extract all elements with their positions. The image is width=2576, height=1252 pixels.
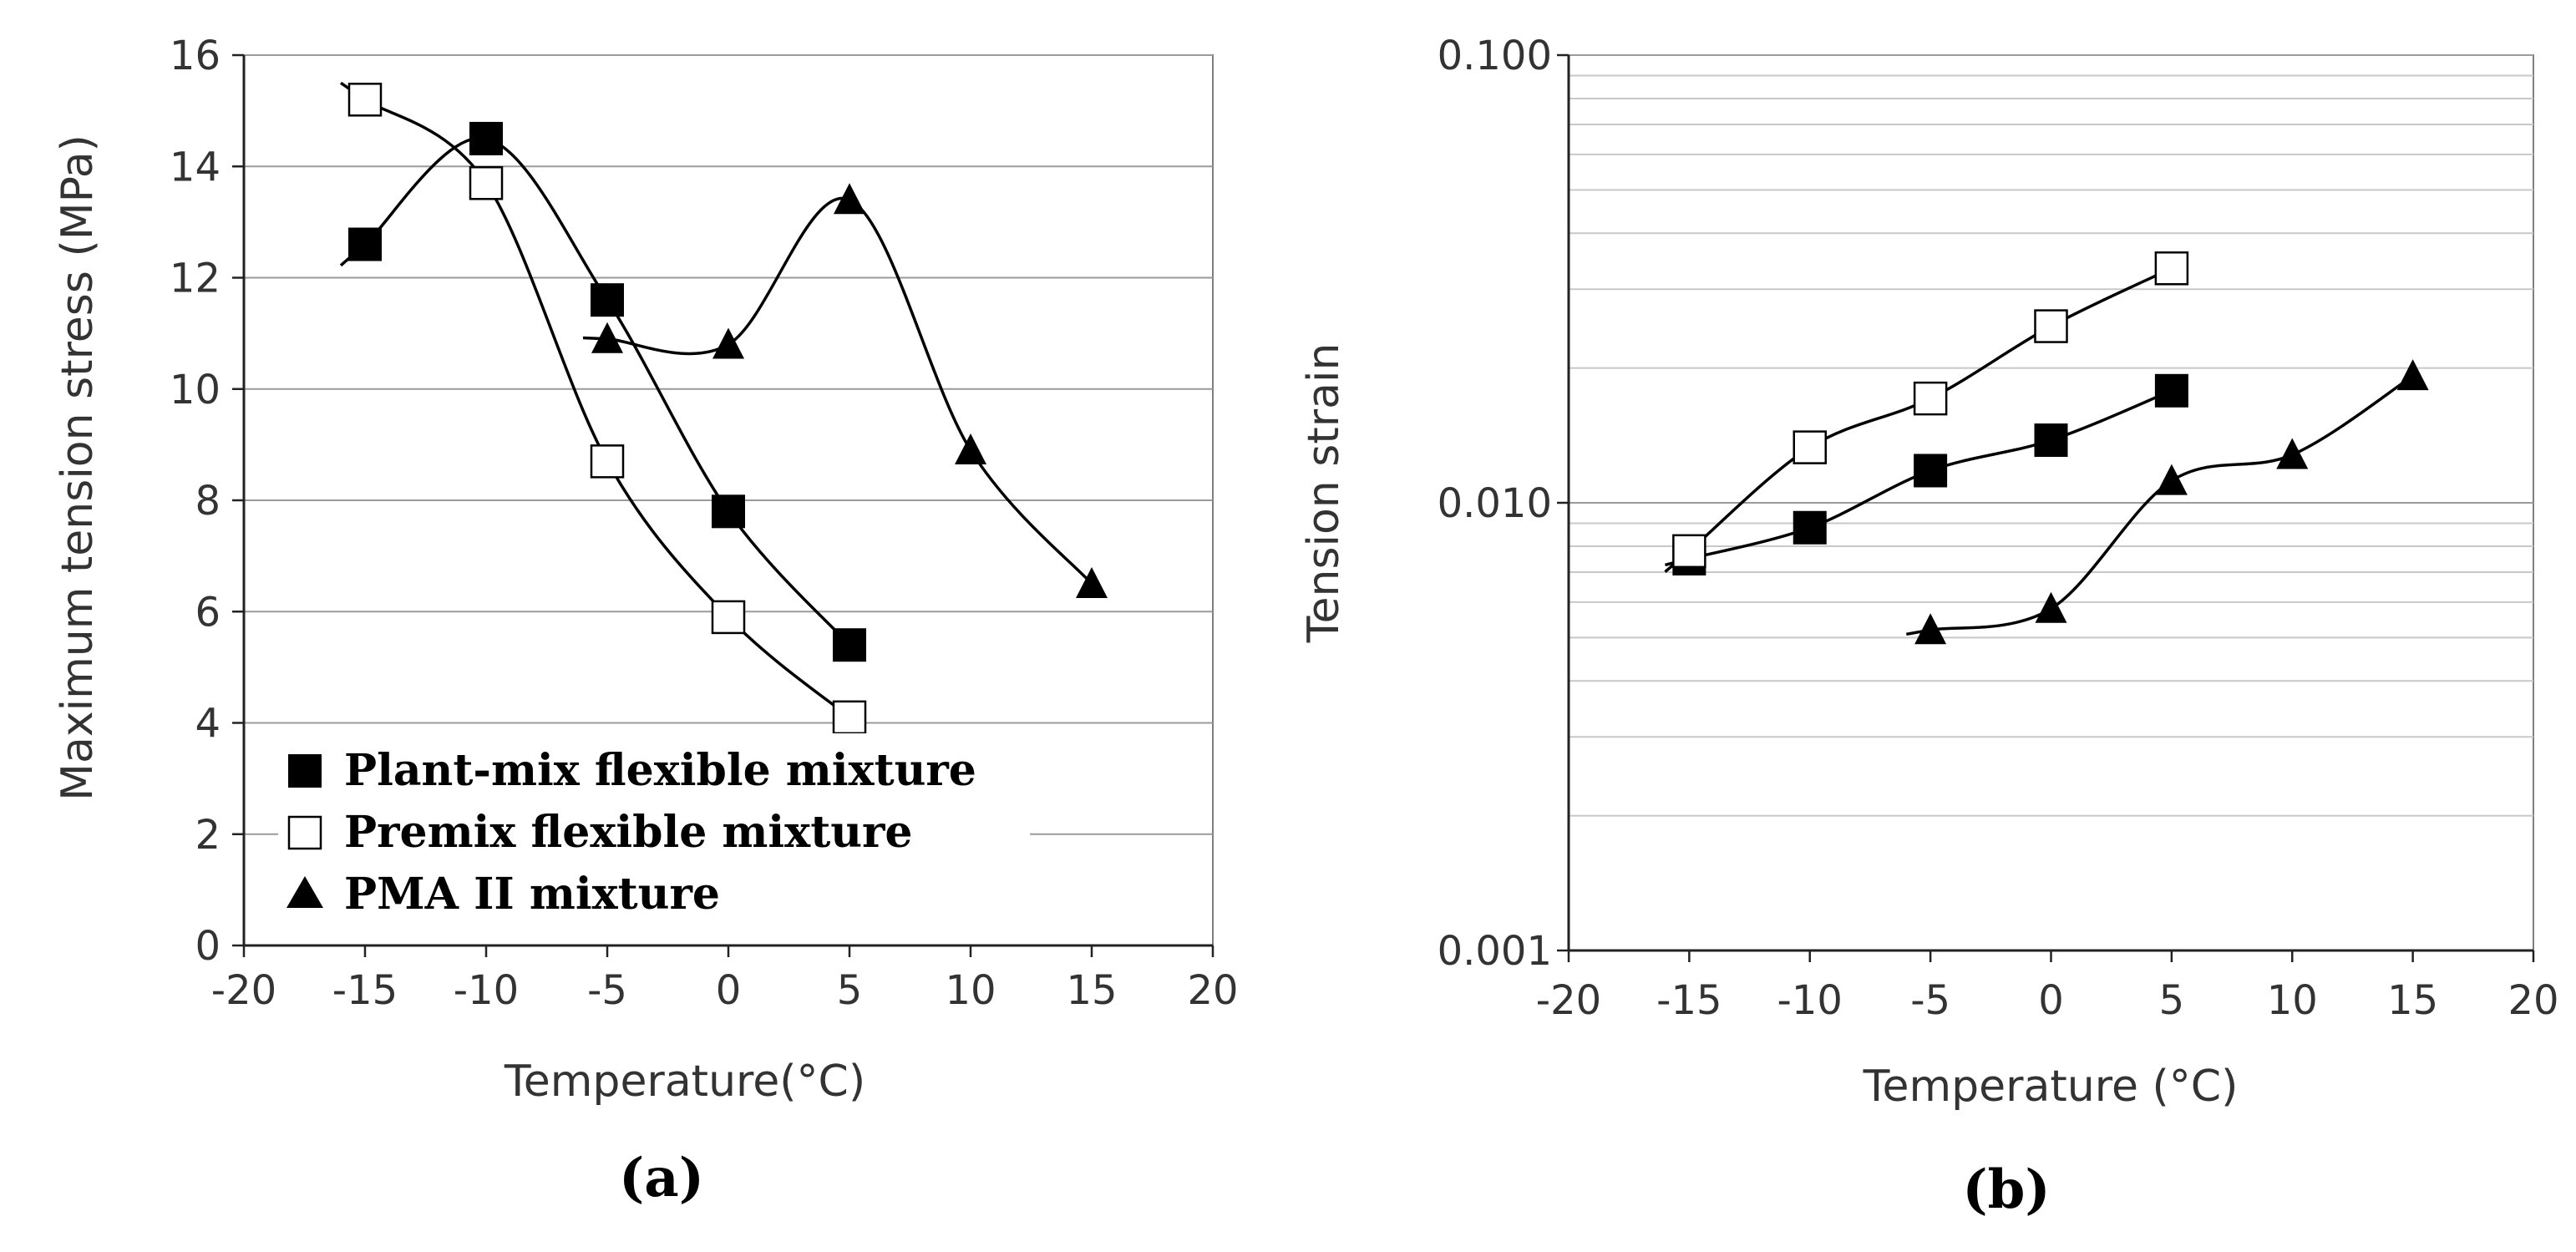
point-plant-mix-flexible-mixture-1 — [469, 121, 503, 155]
point-pma-ii-mixture-2 — [2155, 464, 2188, 495]
point-premix-flexible-mixture-3 — [2034, 309, 2068, 343]
point-pma-ii-mixture-2 — [834, 183, 865, 215]
x-tick-label: 0 — [2038, 977, 2064, 1024]
series-markers-b — [1672, 251, 2429, 645]
curve-plant-mix-flexible-mixture — [339, 136, 851, 646]
y-tick-label: 12 — [170, 256, 221, 302]
point-plant-mix-flexible-mixture-0 — [348, 227, 382, 261]
y-axis-title-b: Tension strain — [1299, 343, 1349, 644]
point-pma-ii-mixture-3 — [2276, 438, 2309, 469]
point-pma-ii-mixture-4 — [1076, 566, 1108, 598]
legend: Plant-mix flexible mixture Premix flexib… — [278, 733, 1030, 934]
x-tick-label: 0 — [716, 967, 742, 1014]
x-tick-labels-a: -20 -15 -10 -5 0 5 10 15 20 — [211, 967, 1239, 1014]
point-plant-mix-flexible-mixture-2 — [591, 283, 624, 317]
legend-label-premix: Premix flexible mixture — [344, 807, 913, 858]
x-tick-label: -10 — [1777, 977, 1843, 1024]
point-pma-ii-mixture-1 — [2035, 591, 2067, 623]
point-pma-ii-mixture-1 — [712, 327, 744, 359]
y-tick-label: 6 — [195, 589, 221, 636]
y-tick-label: 16 — [170, 33, 221, 79]
y-tick-label: 14 — [170, 144, 221, 190]
point-premix-flexible-mixture-2 — [590, 444, 625, 479]
point-plant-mix-flexible-mixture-3 — [712, 494, 745, 529]
panel-caption-b: (b) — [1962, 1158, 2050, 1221]
panel-a-stress-chart: -20 -15 -10 -5 0 5 10 15 20 0 2 4 6 8 10 12 14 16 Plant-… — [53, 33, 1239, 1209]
y-tick-label: 4 — [195, 701, 221, 748]
x-tick-label: 5 — [2159, 977, 2185, 1024]
gridlines-b — [1569, 54, 2533, 951]
y-tick-label: 0 — [195, 923, 221, 970]
y-tick-label: 10 — [170, 367, 221, 413]
point-premix-flexible-mixture-1 — [469, 165, 504, 200]
x-tick-label: 15 — [2387, 977, 2438, 1024]
point-plant-mix-flexible-mixture-3 — [2034, 423, 2068, 458]
x-tick-label: -20 — [211, 967, 276, 1014]
y-tick-label: 2 — [195, 812, 221, 859]
point-premix-flexible-mixture-1 — [1793, 430, 1827, 464]
point-plant-mix-flexible-mixture-4 — [833, 628, 866, 662]
point-plant-mix-flexible-mixture-4 — [2154, 373, 2188, 408]
point-premix-flexible-mixture-2 — [1913, 381, 1948, 416]
panel-caption-a: (a) — [619, 1147, 704, 1209]
y-axis-title-a: Maximum tension stress (MPa) — [53, 134, 103, 801]
point-pma-ii-mixture-4 — [2396, 359, 2429, 391]
point-premix-flexible-mixture-4 — [2154, 251, 2189, 286]
y-tick-label: 0.010 — [1438, 480, 1552, 527]
legend-marker-filled-triangle — [287, 876, 323, 908]
point-premix-flexible-mixture-0 — [347, 83, 383, 117]
x-tick-labels-b: -20 -15 -10 -5 0 5 10 15 20 — [1536, 977, 2559, 1024]
y-tick-label: 8 — [195, 478, 221, 525]
legend-marker-open-square — [287, 815, 322, 850]
x-tick-label: -10 — [454, 967, 519, 1014]
point-premix-flexible-mixture-3 — [711, 600, 746, 635]
legend-marker-filled-square — [288, 754, 322, 788]
x-tick-label: -15 — [332, 967, 398, 1014]
x-tick-label: 15 — [1066, 967, 1117, 1014]
x-tick-label: -20 — [1536, 977, 1601, 1024]
x-axis-title-a: Temperature(°C) — [504, 1057, 865, 1107]
panel-b-strain-chart: -20 -15 -10 -5 0 5 10 15 20 0.001 0.010 0.100 Temp… — [1299, 33, 2559, 1221]
curve-pma-ii-mixture — [582, 196, 1093, 585]
x-tick-label: 10 — [945, 967, 996, 1014]
legend-label-plant-mix: Plant-mix flexible mixture — [344, 745, 976, 796]
point-pma-ii-mixture-3 — [955, 433, 986, 465]
point-plant-mix-flexible-mixture-1 — [1793, 510, 1827, 545]
point-pma-ii-mixture-0 — [1914, 613, 1947, 645]
point-premix-flexible-mixture-4 — [832, 700, 867, 735]
x-axis-title-b: Temperature (°C) — [1863, 1062, 2239, 1112]
y-tick-label: 0.100 — [1438, 33, 1552, 79]
x-tick-label: 5 — [837, 967, 863, 1014]
y-tick-labels-a: 0 2 4 6 8 10 12 14 16 — [170, 33, 221, 970]
y-tick-labels-b: 0.001 0.010 0.100 — [1438, 33, 1552, 975]
x-tick-label: -5 — [587, 967, 627, 1014]
x-tick-label: 20 — [2508, 977, 2558, 1024]
x-tick-label: 20 — [1187, 967, 1238, 1014]
x-tick-label: -5 — [1910, 977, 1950, 1024]
y-tick-label: 0.001 — [1438, 928, 1552, 975]
point-plant-mix-flexible-mixture-2 — [1914, 454, 1948, 488]
point-pma-ii-mixture-0 — [591, 322, 623, 353]
legend-background — [278, 733, 1030, 934]
x-tick-label: 10 — [2267, 977, 2318, 1024]
x-tick-label: -15 — [1656, 977, 1722, 1024]
axes-b — [1557, 53, 2535, 962]
axes-a — [232, 53, 1214, 957]
legend-label-pma: PMA II mixture — [344, 869, 720, 920]
point-premix-flexible-mixture-0 — [1672, 534, 1706, 569]
series-markers-a — [347, 83, 1108, 735]
